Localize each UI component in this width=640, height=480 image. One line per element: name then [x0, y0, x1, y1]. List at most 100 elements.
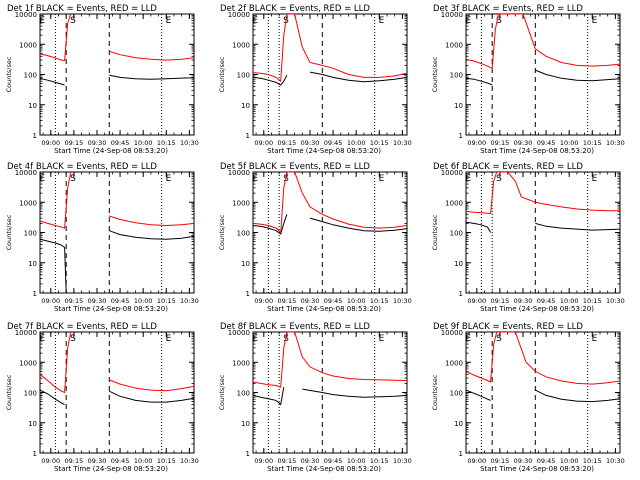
- y-tick-label: 1: [33, 450, 37, 458]
- y-tick-label: 100: [237, 72, 250, 80]
- y-tick-label: 10: [28, 420, 37, 428]
- series-line-events: [253, 387, 285, 406]
- marker-letter: E: [252, 174, 258, 184]
- y-tick-label: 10: [454, 260, 463, 268]
- x-tick-label: 10:15: [583, 457, 602, 465]
- y-tick-label: 10000: [441, 169, 463, 177]
- marker-letter: S: [70, 174, 76, 184]
- marker-letter: E: [465, 334, 471, 344]
- plot-frame: [39, 171, 195, 294]
- x-tick-label: 10:15: [583, 139, 602, 147]
- y-axis-label: Counts/sec: [5, 214, 13, 250]
- marker-letter: E: [465, 174, 471, 184]
- y-tick-label: 10: [454, 420, 463, 428]
- marker-letter: E: [379, 174, 385, 184]
- y-tick-label: 100: [24, 72, 37, 80]
- y-tick-label: 1000: [232, 359, 250, 367]
- y-tick-label: 1000: [445, 359, 463, 367]
- y-tick-label: 1000: [445, 199, 463, 207]
- y-axis-label: Counts/sec: [431, 214, 439, 250]
- series-line-lld: [466, 14, 536, 70]
- x-axis-label: Start Time (24-Sep-08 08:53:20): [267, 465, 381, 473]
- y-tick-label: 1000: [19, 199, 37, 207]
- y-tick-label: 10000: [15, 329, 37, 337]
- y-tick-label: 1000: [19, 41, 37, 49]
- x-axis-label: Start Time (24-Sep-08 08:53:20): [54, 465, 168, 473]
- y-tick-label: 1000: [19, 359, 37, 367]
- series-line-events: [109, 74, 194, 80]
- y-tick-label: 10000: [228, 329, 250, 337]
- x-tick-label: 09:30: [88, 297, 107, 305]
- series-line-events: [309, 217, 407, 232]
- x-tick-label: 09:30: [301, 139, 320, 147]
- y-tick-label: 1: [246, 450, 250, 458]
- x-tick-label: 10:30: [393, 457, 412, 465]
- y-tick-label: 1: [33, 132, 37, 140]
- series-line-lld: [109, 379, 194, 392]
- series-line-events: [535, 222, 620, 231]
- x-tick-label: 10:30: [180, 297, 199, 305]
- x-tick-label: 09:00: [254, 457, 273, 465]
- x-tick-label: 10:30: [393, 139, 412, 147]
- panel-title: Det 5f BLACK = Events, RED = LLD: [220, 162, 370, 172]
- panel-det-7: Det 7f BLACK = Events, RED = LLD Counts/s…: [5, 322, 199, 473]
- panel-title: Det 7f BLACK = Events, RED = LLD: [7, 322, 157, 332]
- x-tick-label: 09:15: [491, 297, 510, 305]
- x-tick-label: 09:30: [301, 297, 320, 305]
- panel-det-2: Det 2f BLACK = Events, RED = LLD Counts/s…: [218, 4, 412, 155]
- y-tick-label: 10000: [228, 11, 250, 19]
- x-tick-label: 10:30: [606, 297, 625, 305]
- series-line-lld: [40, 14, 72, 62]
- panel-det-1: Det 1f BLACK = Events, RED = LLD Counts/s…: [5, 4, 199, 155]
- x-tick-label: 10:00: [134, 457, 153, 465]
- x-tick-label: 09:00: [41, 457, 60, 465]
- plot-frame: [465, 13, 621, 136]
- y-tick-label: 10: [28, 260, 37, 268]
- marker-letter: E: [379, 334, 385, 344]
- series-line-lld: [535, 48, 620, 67]
- marker-letter: E: [39, 16, 45, 26]
- x-tick-label: 10:15: [157, 139, 176, 147]
- y-tick-label: 100: [24, 230, 37, 238]
- y-tick-label: 100: [237, 390, 250, 398]
- x-tick-label: 09:30: [88, 139, 107, 147]
- panel-det-3: Det 3f BLACK = Events, RED = LLD Counts/s…: [431, 4, 625, 155]
- x-tick-label: 09:15: [278, 139, 297, 147]
- y-tick-label: 10: [241, 260, 250, 268]
- x-axis-label: Start Time (24-Sep-08 08:53:20): [480, 147, 594, 155]
- x-axis-label: Start Time (24-Sep-08 08:53:20): [480, 465, 594, 473]
- panel-title: Det 1f BLACK = Events, RED = LLD: [7, 4, 157, 14]
- x-tick-label: 10:00: [560, 297, 579, 305]
- panel-det-9: Det 9f BLACK = Events, RED = LLD Counts/s…: [431, 322, 625, 473]
- x-tick-label: 10:30: [180, 457, 199, 465]
- y-tick-label: 1: [246, 290, 250, 298]
- panel-det-6: Det 6f BLACK = Events, RED = LLD Counts/s…: [431, 162, 625, 313]
- x-tick-label: 09:30: [301, 457, 320, 465]
- y-tick-label: 1: [459, 132, 463, 140]
- marker-letter: S: [70, 334, 76, 344]
- x-tick-label: 09:45: [111, 457, 130, 465]
- x-tick-label: 10:15: [157, 457, 176, 465]
- marker-letter: S: [70, 16, 76, 26]
- panel-det-5: Det 5f BLACK = Events, RED = LLD Counts/s…: [218, 162, 412, 313]
- x-tick-label: 09:00: [254, 139, 273, 147]
- panel-title: Det 4f BLACK = Events, RED = LLD: [7, 162, 157, 172]
- series-line-events: [40, 238, 67, 293]
- marker-letter: S: [496, 334, 502, 344]
- series-line-events: [40, 389, 65, 405]
- series-line-lld: [521, 196, 620, 212]
- marker-letter: E: [592, 16, 598, 26]
- marker-letter: E: [252, 334, 258, 344]
- y-tick-label: 10000: [441, 11, 463, 19]
- series-line-events: [109, 230, 194, 240]
- y-tick-label: 10000: [228, 169, 250, 177]
- y-tick-label: 1000: [232, 199, 250, 207]
- x-tick-label: 10:00: [347, 139, 366, 147]
- x-tick-label: 10:30: [606, 139, 625, 147]
- x-tick-label: 09:45: [324, 139, 343, 147]
- y-tick-label: 10000: [441, 329, 463, 337]
- series-line-events: [466, 221, 492, 233]
- plot-frame: [465, 171, 621, 294]
- series-line-events: [535, 389, 620, 403]
- marker-letter: E: [465, 16, 471, 26]
